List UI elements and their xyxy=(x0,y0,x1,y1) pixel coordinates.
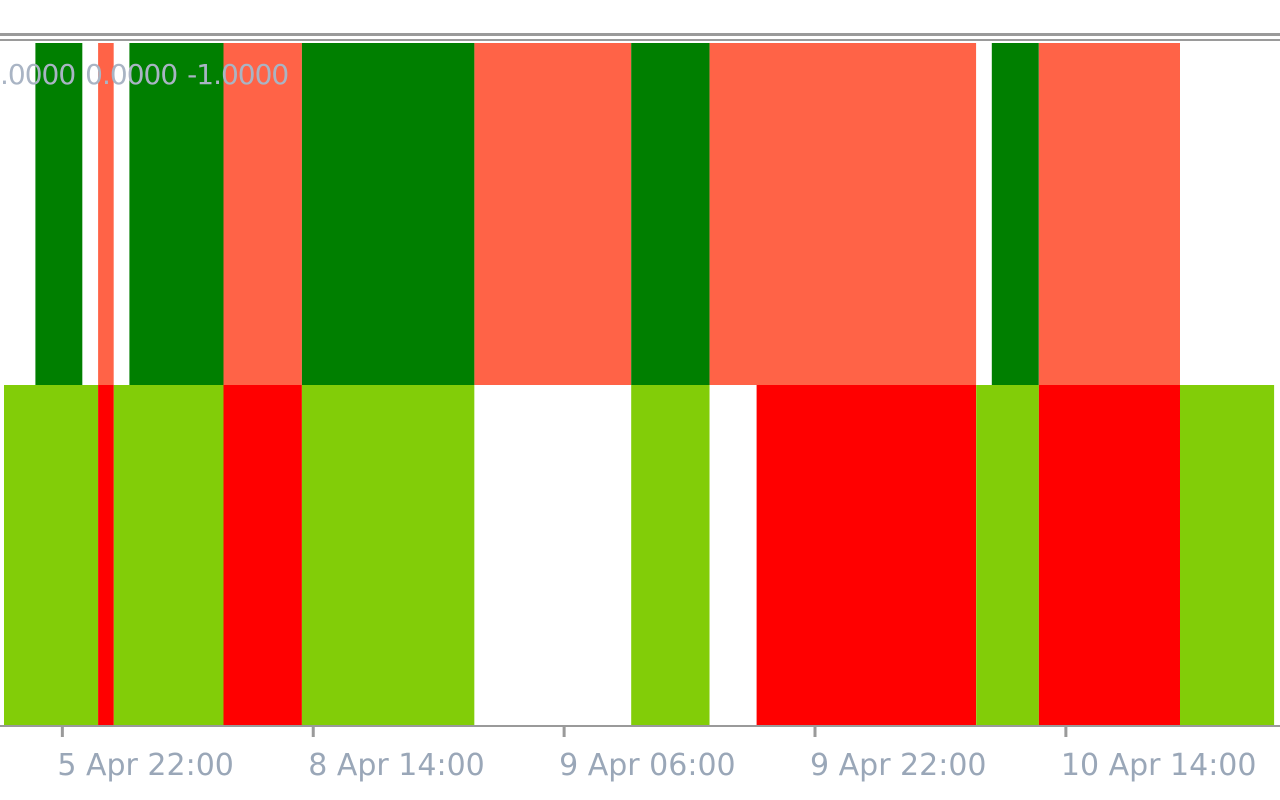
chart-frame-top xyxy=(0,33,1280,36)
indicator-value-3: -1.0000 xyxy=(187,58,289,91)
heatmap-cell-row2-1 xyxy=(4,385,99,726)
heatmap-cell-row2-5 xyxy=(301,385,475,726)
heatmap-cell-row1-13 xyxy=(991,43,1039,385)
heatmap-cell-row2-2 xyxy=(98,385,114,726)
heatmap-cell-row1-4 xyxy=(98,43,114,385)
heatmap-cell-row1-8 xyxy=(301,43,475,385)
indicator-values: .0000 0.0000 -1.0000 xyxy=(0,58,298,91)
x-tick-label-3: 9 Apr 06:00 xyxy=(559,748,736,783)
x-tick-label-1: 5 Apr 22:00 xyxy=(57,748,234,783)
heatmap-cell-row1-2 xyxy=(35,43,83,385)
heatmap-cell-row1-10 xyxy=(631,43,710,385)
heatmap-cell-row1-5 xyxy=(113,43,130,385)
heatmap-cell-row1-7 xyxy=(223,43,302,385)
x-axis-line xyxy=(0,725,1280,727)
x-tick-label-5: 10 Apr 14:00 xyxy=(1061,748,1257,783)
indicator-value-2: 0.0000 xyxy=(85,58,178,91)
chart-frame-top-inner xyxy=(0,39,1280,41)
heatmap-cell-row2-8 xyxy=(709,385,757,726)
heatmap-cell-row2-11 xyxy=(1038,385,1180,726)
heatmap-cell-row1-6 xyxy=(129,43,224,385)
heatmap-cell-row2-3 xyxy=(113,385,224,726)
heatmap-cell-row1-1 xyxy=(4,43,36,385)
x-tick-label-4: 9 Apr 22:00 xyxy=(810,748,987,783)
heatmap-cell-row1-9 xyxy=(474,43,632,385)
x-tick-label-2: 8 Apr 14:00 xyxy=(308,748,485,783)
heatmap-cell-row1-11 xyxy=(709,43,977,385)
heatmap-cell-row2-10 xyxy=(976,385,1039,726)
heatmap-cell-row1-15 xyxy=(1180,43,1275,385)
heatmap-cell-row2-9 xyxy=(756,385,977,726)
heatmap-cell-row2-12 xyxy=(1180,385,1275,726)
heatmap-cell-row2-7 xyxy=(631,385,710,726)
heatmap-cell-row2-6 xyxy=(474,385,632,726)
heatmap-cell-row1-3 xyxy=(82,43,99,385)
heatmap-cell-row1-12 xyxy=(976,43,992,385)
heatmap-cell-row2-4 xyxy=(223,385,302,726)
indicator-value-1: .0000 xyxy=(0,58,76,91)
heatmap-cell-row1-14 xyxy=(1038,43,1180,385)
